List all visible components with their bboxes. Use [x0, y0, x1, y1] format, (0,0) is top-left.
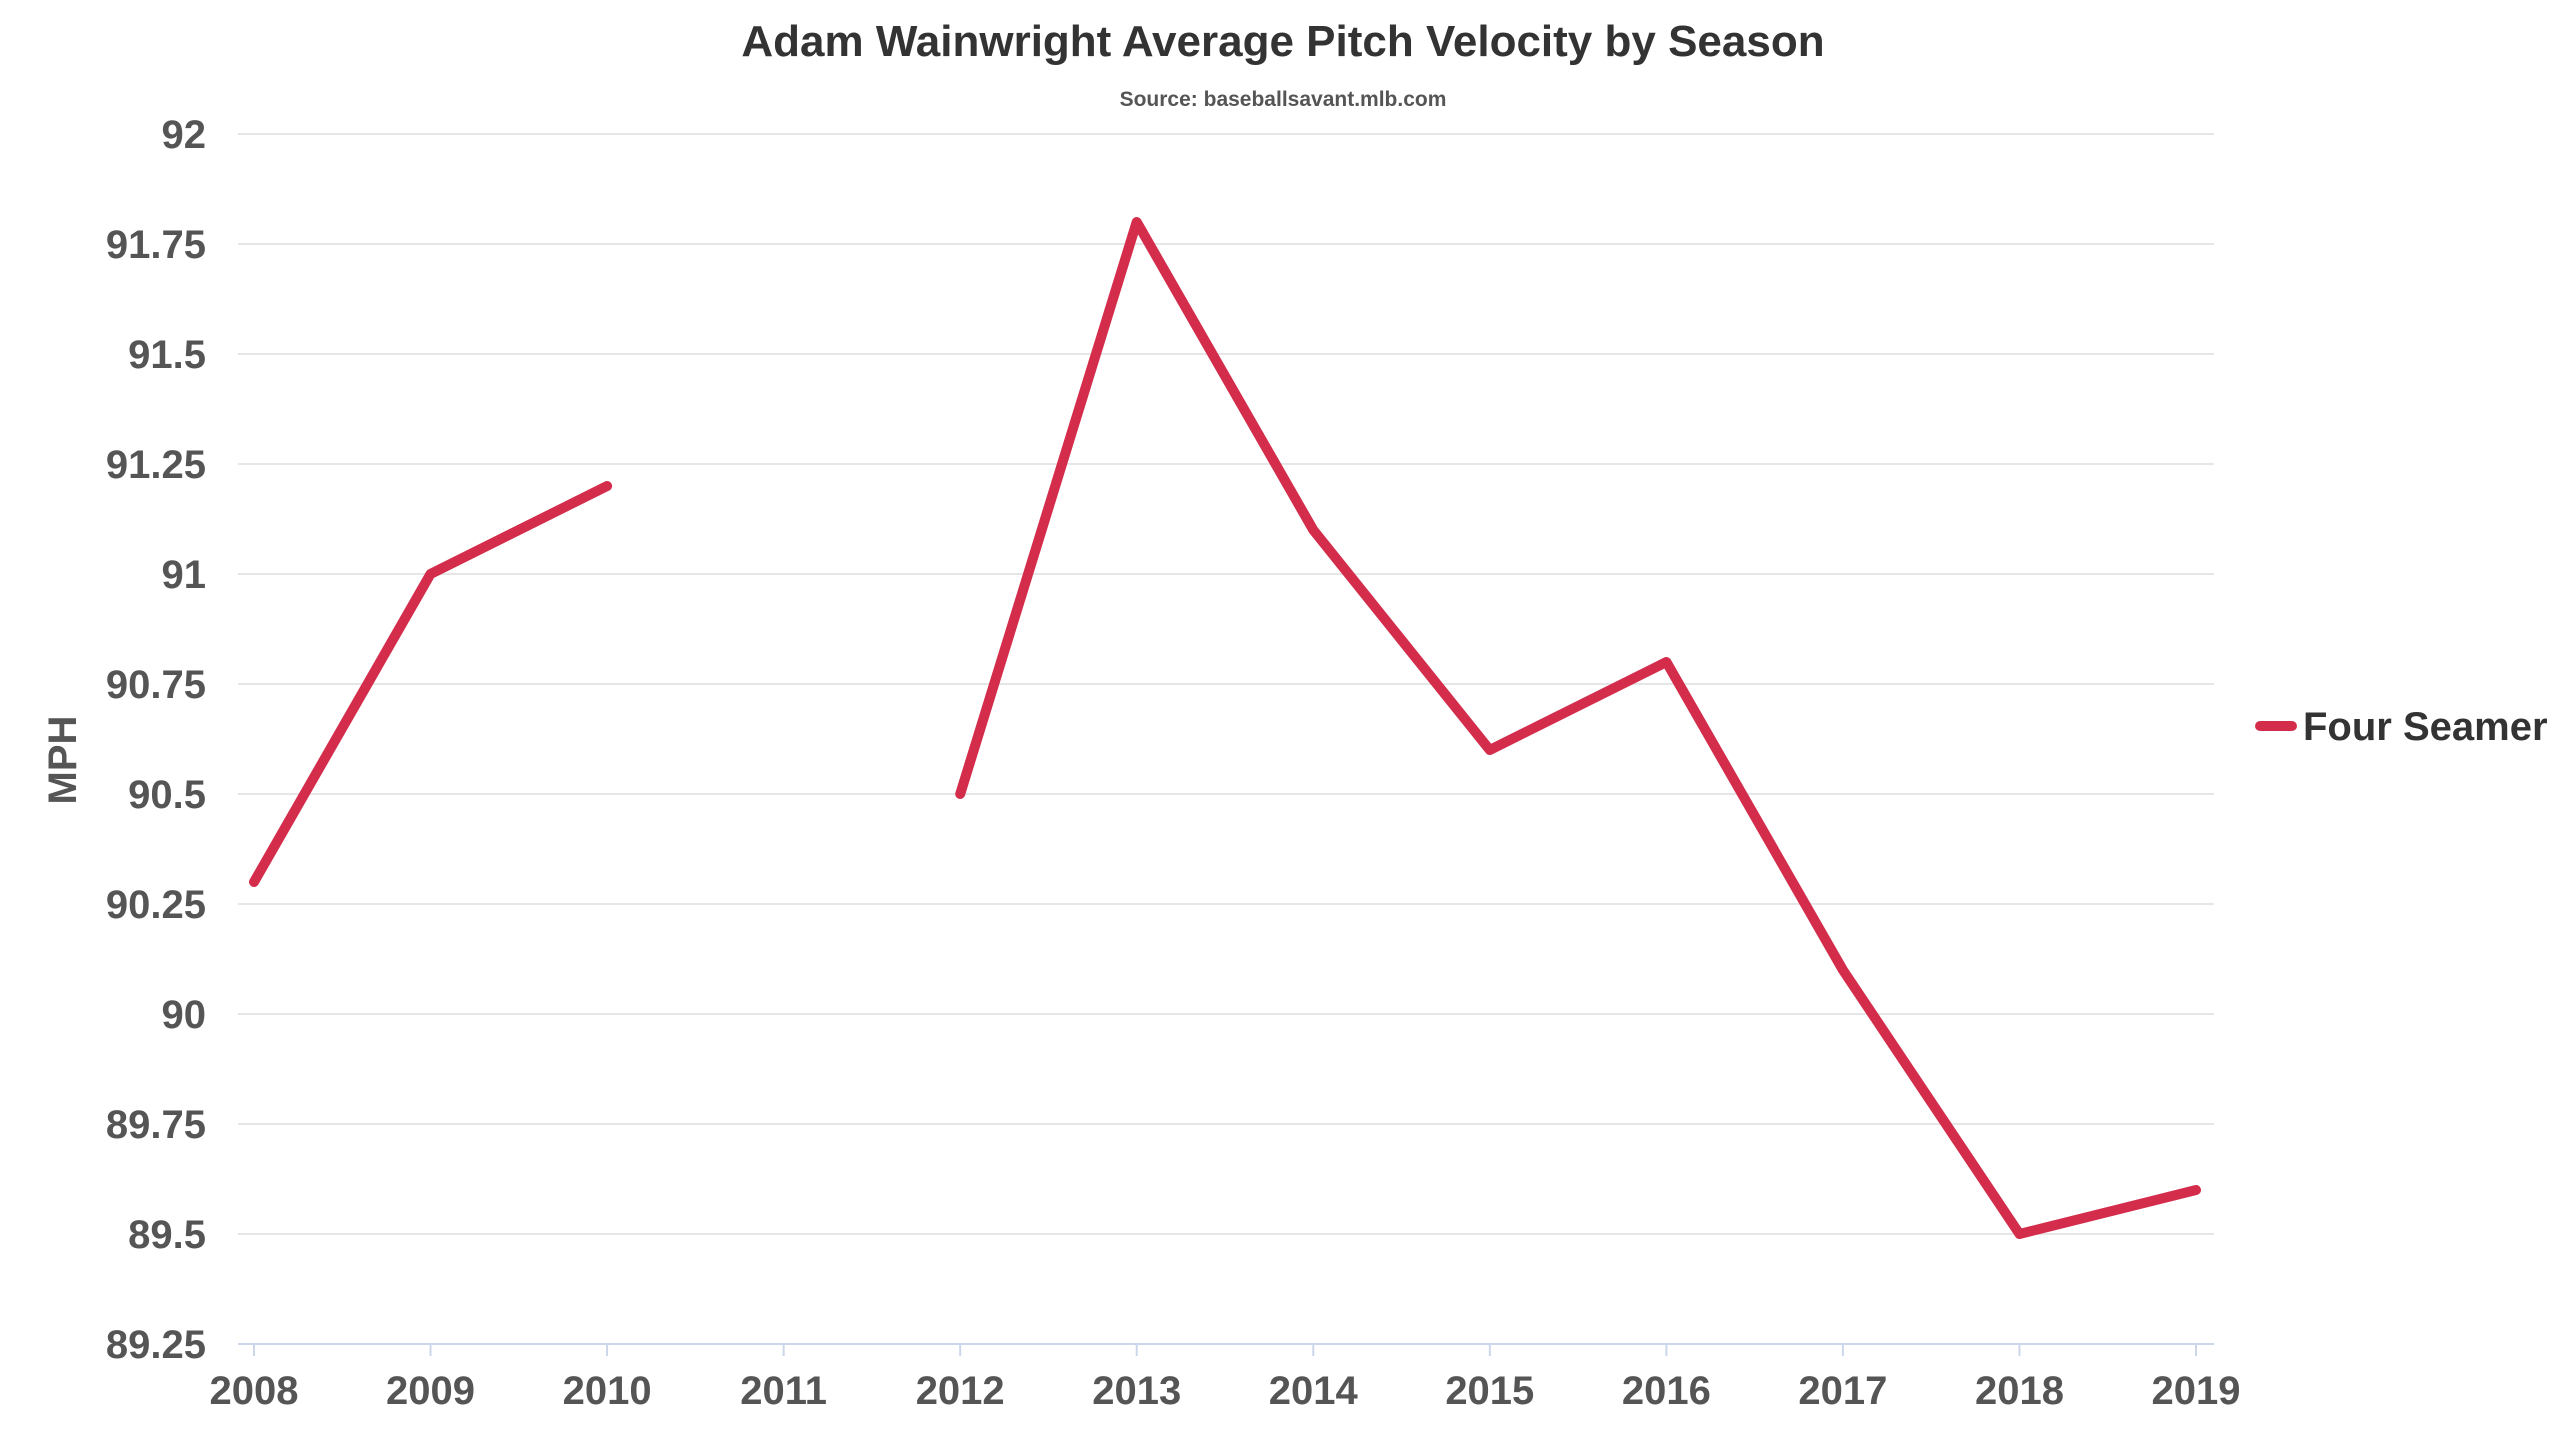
data-point[interactable]: [2191, 1185, 2201, 1195]
x-tick-label: 2014: [1269, 1369, 1359, 1413]
y-tick-label: 91.75: [106, 223, 206, 267]
chart-title: Adam Wainwright Average Pitch Velocity b…: [741, 17, 1824, 66]
y-axis-tick-labels: 89.25 89.5 89.75 90 90.25 90.5 90.75 91 91.25 91.…: [106, 113, 206, 1367]
y-tick-label: 92: [162, 113, 207, 157]
data-point[interactable]: [426, 569, 436, 579]
x-tick-label: 2009: [386, 1369, 475, 1413]
y-tick-label: 91: [162, 553, 207, 597]
data-point[interactable]: [602, 481, 612, 491]
y-tick-label: 90: [162, 993, 207, 1037]
data-point[interactable]: [955, 789, 965, 799]
legend-label: Four Seamer: [2303, 705, 2548, 749]
y-tick-label: 90.25: [106, 883, 206, 927]
x-axis-ticks: 2008 2009 2010 2011 2012 2013 2014 2015 2016 2017…: [210, 1344, 2241, 1413]
chart-subtitle: Source: baseballsavant.mlb.com: [1120, 88, 1447, 111]
series-line-segment: [955, 217, 2201, 1239]
y-axis-title: MPH: [41, 716, 85, 805]
x-tick-label: 2015: [1445, 1369, 1534, 1413]
x-tick-label: 2010: [563, 1369, 652, 1413]
y-tick-label: 91.25: [106, 443, 206, 487]
x-tick-label: 2013: [1092, 1369, 1181, 1413]
legend[interactable]: Four Seamer: [2255, 705, 2548, 749]
y-tick-label: 90.75: [106, 663, 206, 707]
x-tick-label: 2012: [916, 1369, 1005, 1413]
gridlines: [238, 133, 2214, 1235]
x-tick-label: 2008: [210, 1369, 299, 1413]
data-point[interactable]: [1308, 525, 1318, 535]
y-tick-label: 89.75: [106, 1103, 206, 1147]
y-tick-label: 89.5: [128, 1213, 206, 1257]
data-point[interactable]: [1485, 745, 1495, 755]
y-tick-label: 90.5: [128, 773, 206, 817]
series-line-segment: [249, 481, 613, 887]
y-tick-label: 89.25: [106, 1323, 206, 1367]
data-point[interactable]: [2014, 1229, 2024, 1239]
x-tick-label: 2016: [1622, 1369, 1711, 1413]
series-layer: [249, 217, 2201, 1239]
x-tick-label: 2019: [2152, 1369, 2241, 1413]
x-tick-label: 2017: [1798, 1369, 1887, 1413]
data-point[interactable]: [1132, 217, 1142, 227]
x-tick-label: 2018: [1975, 1369, 2064, 1413]
x-tick-label: 2011: [740, 1369, 827, 1413]
y-tick-label: 91.5: [128, 333, 206, 377]
data-point[interactable]: [249, 877, 259, 887]
data-point[interactable]: [1838, 965, 1848, 975]
data-point[interactable]: [1661, 657, 1671, 667]
